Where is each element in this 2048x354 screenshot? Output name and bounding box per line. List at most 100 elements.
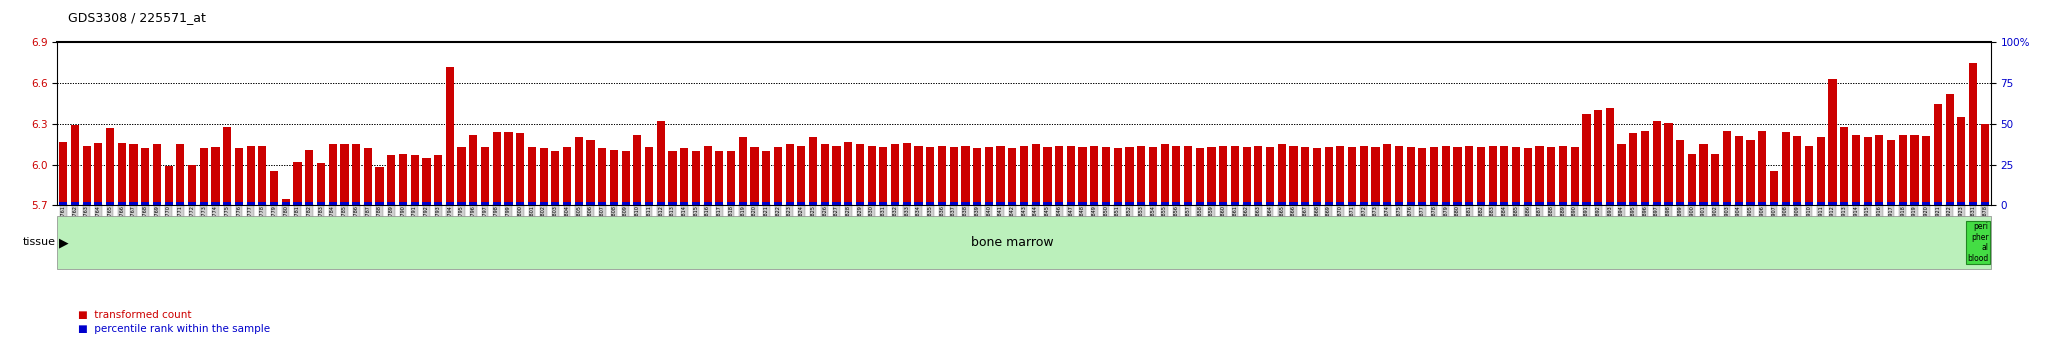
Bar	[1968, 63, 1976, 205]
Bar	[1630, 133, 1638, 205]
Bar	[950, 147, 958, 205]
Bar	[1571, 147, 1579, 205]
Bar	[668, 151, 676, 205]
Bar	[1675, 202, 1683, 205]
Bar	[1313, 148, 1321, 205]
Bar	[633, 202, 641, 205]
Bar	[188, 165, 197, 205]
Bar	[1290, 145, 1298, 205]
Bar	[1804, 202, 1812, 205]
Bar	[494, 132, 502, 205]
Bar	[201, 202, 209, 205]
Bar	[164, 202, 172, 205]
Bar	[387, 202, 395, 205]
Bar	[575, 202, 584, 205]
Bar	[1747, 140, 1755, 205]
Bar	[1171, 145, 1180, 205]
Bar	[715, 151, 723, 205]
Bar	[1325, 202, 1333, 205]
Bar	[1114, 148, 1122, 205]
Bar	[1933, 202, 1942, 205]
Bar	[727, 151, 735, 205]
Bar	[797, 202, 805, 205]
Bar	[94, 143, 102, 205]
Bar	[1055, 202, 1063, 205]
Bar	[1477, 147, 1485, 205]
Bar	[1137, 202, 1145, 205]
Bar	[1804, 145, 1812, 205]
Bar	[1360, 145, 1368, 205]
Bar	[129, 202, 137, 205]
Bar	[1196, 202, 1204, 205]
Bar	[352, 144, 360, 205]
Bar	[586, 202, 594, 205]
Bar	[1382, 202, 1391, 205]
Bar	[1536, 145, 1544, 205]
Bar	[1008, 148, 1016, 205]
Bar	[1688, 154, 1696, 205]
Bar	[692, 202, 700, 205]
Bar	[1243, 147, 1251, 205]
Bar	[1454, 202, 1462, 205]
Bar	[1171, 202, 1180, 205]
Bar	[457, 202, 465, 205]
Bar	[938, 145, 946, 205]
Bar	[973, 202, 981, 205]
Bar	[739, 137, 748, 205]
Bar	[645, 202, 653, 205]
Bar	[1419, 148, 1427, 205]
Bar	[1876, 135, 1884, 205]
Bar	[1524, 202, 1532, 205]
Bar	[1511, 147, 1520, 205]
Bar	[586, 140, 594, 205]
Bar	[997, 145, 1006, 205]
Bar	[797, 145, 805, 205]
Bar	[973, 148, 981, 205]
Bar	[1079, 202, 1087, 205]
Bar	[692, 151, 700, 205]
Bar	[985, 202, 993, 205]
Bar	[1067, 145, 1075, 205]
Bar	[1911, 202, 1919, 205]
Bar	[82, 202, 90, 205]
Bar	[1712, 154, 1720, 205]
Bar	[1782, 202, 1790, 205]
Bar	[750, 202, 758, 205]
Bar	[1395, 145, 1403, 205]
Bar	[422, 158, 430, 205]
Bar	[1559, 145, 1567, 205]
Bar	[1968, 202, 1976, 205]
Bar	[1782, 132, 1790, 205]
Bar	[117, 143, 125, 205]
Bar	[1618, 202, 1626, 205]
Bar	[1898, 202, 1907, 205]
Bar	[926, 202, 934, 205]
Bar	[739, 202, 748, 205]
Bar	[1489, 202, 1497, 205]
Bar	[1020, 202, 1028, 205]
Bar	[528, 202, 537, 205]
Bar	[59, 142, 68, 205]
Bar	[188, 202, 197, 205]
Bar	[821, 144, 829, 205]
Bar	[831, 202, 840, 205]
Bar	[551, 202, 559, 205]
Bar	[539, 148, 547, 205]
Bar	[1253, 202, 1262, 205]
Bar	[1032, 144, 1040, 205]
Bar	[891, 202, 899, 205]
Bar	[270, 202, 279, 205]
Bar	[715, 202, 723, 205]
Bar	[844, 142, 852, 205]
Bar	[504, 202, 512, 205]
Bar	[223, 127, 231, 205]
Bar	[1348, 147, 1356, 205]
Bar	[236, 148, 244, 205]
Bar	[1559, 202, 1567, 205]
Bar	[1348, 202, 1356, 205]
Bar	[950, 202, 958, 205]
Bar	[1477, 202, 1485, 205]
Bar	[82, 145, 90, 205]
Bar	[786, 202, 795, 205]
Bar	[1911, 135, 1919, 205]
